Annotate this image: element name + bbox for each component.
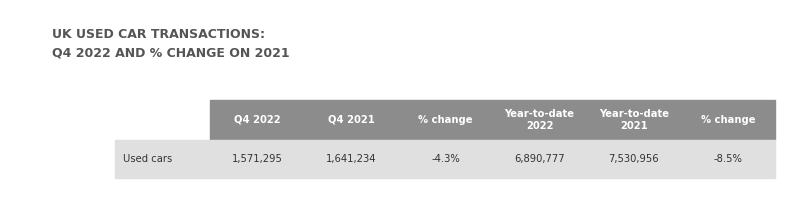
Text: 1,571,295: 1,571,295	[232, 154, 282, 164]
Text: Year-to-date
2021: Year-to-date 2021	[598, 109, 669, 131]
Text: Q4 2021: Q4 2021	[328, 115, 374, 125]
Bar	[115, 140, 775, 178]
Text: 7,530,956: 7,530,956	[609, 154, 659, 164]
Text: -4.3%: -4.3%	[431, 154, 460, 164]
Text: UK USED CAR TRANSACTIONS:
Q4 2022 AND % CHANGE ON 2021: UK USED CAR TRANSACTIONS: Q4 2022 AND % …	[52, 28, 290, 60]
Bar	[210, 100, 775, 140]
Text: -8.5%: -8.5%	[714, 154, 742, 164]
Text: 1,641,234: 1,641,234	[326, 154, 377, 164]
Text: Q4 2022: Q4 2022	[234, 115, 280, 125]
Text: % change: % change	[701, 115, 755, 125]
Text: 6,890,777: 6,890,777	[514, 154, 565, 164]
Text: Year-to-date
2022: Year-to-date 2022	[505, 109, 574, 131]
Text: Used cars: Used cars	[123, 154, 172, 164]
Text: % change: % change	[418, 115, 473, 125]
